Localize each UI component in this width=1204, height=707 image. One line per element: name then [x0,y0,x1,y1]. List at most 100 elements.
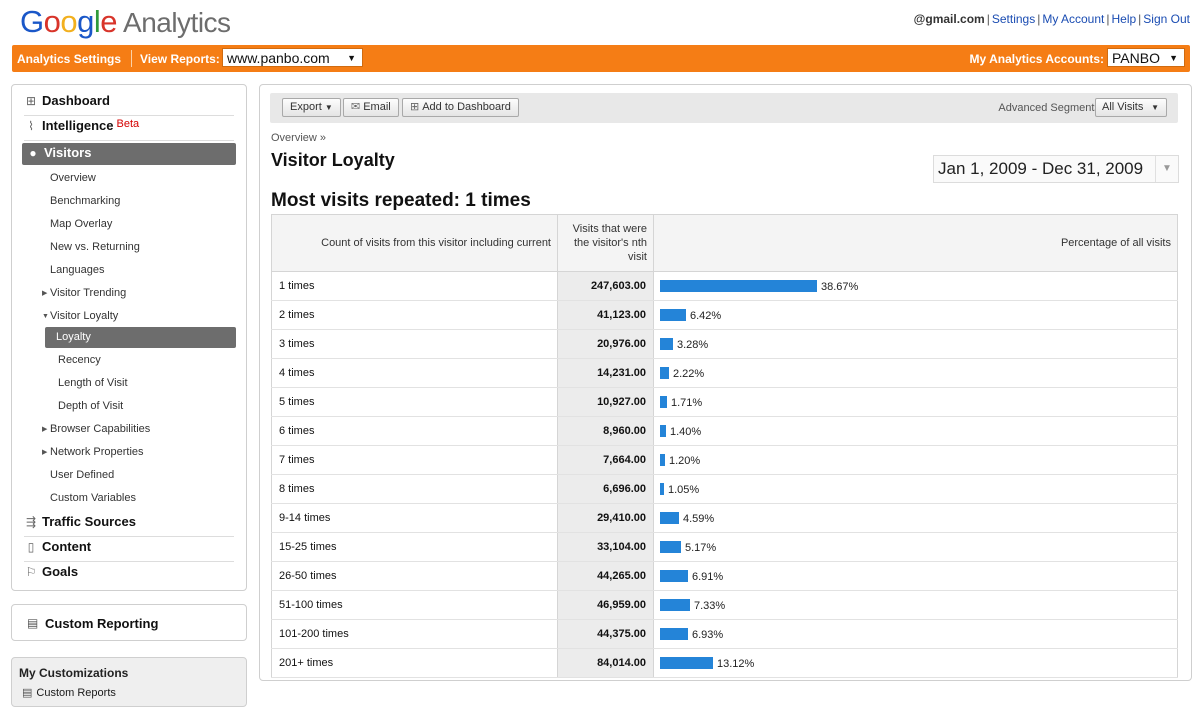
sidebar-item-languages[interactable]: Languages [50,264,105,276]
help-link[interactable]: Help [1111,12,1137,26]
sidebar-item-loyalty[interactable]: Loyalty [45,327,236,348]
collapse-arrow-icon: ▼ [42,313,49,320]
loyalty-table: Count of visits from this visitor includ… [271,214,1178,678]
sidebar-item-map-overlay[interactable]: Map Overlay [50,218,113,230]
date-range-value: Jan 1, 2009 - Dec 31, 2009 [938,159,1144,178]
row-percentage: 1.05% [653,474,1178,504]
sidebar-item-depth-of-visit[interactable]: Depth of Visit [58,400,124,412]
sidebar-item-visitor-loyalty[interactable]: ▼Visitor Loyalty [42,310,119,322]
row-percentage: 1.71% [653,387,1178,417]
chevron-down-icon: ▼ [1169,53,1178,63]
view-reports-label: View Reports: [140,52,220,66]
percentage-bar [660,656,713,669]
row-visits: 41,123.00 [557,300,654,330]
row-label: 15-25 times [271,532,558,562]
advanced-segments-select[interactable]: All Visits ▼ [1095,98,1167,117]
report-toolbar: Export ▼ ✉ Email ⊞ Add to Dashboard Advanc… [270,93,1178,123]
sign-out-link[interactable]: Sign Out [1143,12,1190,26]
google-logo-wordmark: Google [20,4,118,39]
column-header-count[interactable]: Count of visits from this visitor includ… [271,214,558,272]
sidebar-item-traffic-sources[interactable]: ⇶ Traffic Sources [24,514,234,537]
report-headline: Most visits repeated: 1 times [271,190,531,211]
expand-arrow-icon: ▶ [42,290,48,297]
row-percentage: 6.93% [653,619,1178,649]
sidebar-item-new-vs-returning[interactable]: New vs. Returning [50,241,140,253]
advanced-segments-label: Advanced Segments: [998,102,1103,114]
custom-reporting-box[interactable]: ▤ Custom Reporting [11,604,247,641]
percentage-value: 6.42% [690,309,722,322]
row-percentage: 13.12% [653,648,1178,678]
email-button[interactable]: ✉ Email [343,98,399,117]
percentage-value: 3.28% [677,338,709,351]
sidebar-item-visitors[interactable]: ● Visitors [22,143,236,165]
add-to-dashboard-button[interactable]: ⊞ Add to Dashboard [402,98,519,117]
table-row: 101-200 times 44,375.00 6.93% [271,619,1178,649]
sidebar-item-network-properties[interactable]: ▶ Network Properties [42,446,144,458]
row-label: 5 times [271,387,558,417]
sidebar-item-dashboard[interactable]: ⊞ Dashboard [24,93,234,116]
breadcrumb[interactable]: Overview » [271,132,327,144]
row-visits: 10,927.00 [557,387,654,417]
accounts-select[interactable]: PANBO ▼ [1107,48,1185,67]
percentage-bar [660,482,664,495]
my-customizations-box: My Customizations ▤ Custom Reports [11,657,247,707]
table-row: 4 times 14,231.00 2.22% [271,358,1178,388]
my-customizations-title: My Customizations [19,666,129,680]
sidebar-item-length-of-visit[interactable]: Length of Visit [58,377,128,389]
row-percentage: 1.20% [653,445,1178,475]
percentage-bar [660,337,673,350]
view-reports-select[interactable]: www.panbo.com ▼ [222,48,363,67]
google-analytics-logo[interactable]: Google Analytics [20,4,231,40]
sidebar-item-recency[interactable]: Recency [58,354,101,366]
percentage-bar [660,598,690,611]
dashboard-grid-icon: ⊞ [410,101,420,113]
row-percentage: 6.91% [653,561,1178,591]
chevron-down-icon: ▼ [324,103,333,112]
analytics-settings-link[interactable]: Analytics Settings [17,52,122,66]
row-visits: 29,410.00 [557,503,654,533]
report-icon: ▤ [27,616,39,630]
sidebar-item-overview[interactable]: Overview [50,172,96,184]
sidebar-item-intelligence[interactable]: ⌇ Intelligence Beta [24,118,234,141]
row-visits: 44,265.00 [557,561,654,591]
row-visits: 20,976.00 [557,329,654,359]
sidebar-item-goals[interactable]: ⚐ Goals [25,564,79,579]
percentage-value: 38.67% [821,280,859,293]
sidebar-item-benchmarking[interactable]: Benchmarking [50,195,121,207]
report-panel: Export ▼ ✉ Email ⊞ Add to Dashboard Advanc… [259,84,1192,681]
page-title: Visitor Loyalty [271,150,395,170]
column-header-visits[interactable]: Visits that were the visitor's nth visit [557,214,654,272]
table-row: 8 times 6,696.00 1.05% [271,474,1178,504]
sidebar-item-visitor-trending[interactable]: ▶ Visitor Trending [42,287,127,299]
row-visits: 84,014.00 [557,648,654,678]
person-icon: ● [29,146,37,160]
custom-reports-link[interactable]: ▤ Custom Reports [22,687,116,699]
settings-link[interactable]: Settings [991,12,1036,26]
flag-icon: ⚐ [25,565,37,579]
column-header-percentage[interactable]: Percentage of all visits [653,214,1178,272]
sidebar-item-user-defined[interactable]: User Defined [50,469,115,481]
percentage-value: 7.33% [694,599,726,612]
row-percentage: 3.28% [653,329,1178,359]
table-body: 1 times 247,603.00 38.67% 2 times 41,123.00 6… [271,271,1178,678]
percentage-value: 13.12% [717,657,755,670]
row-label: 201+ times [271,648,558,678]
row-visits: 247,603.00 [557,271,654,301]
bar-divider [131,50,132,67]
chevron-down-icon: ▼ [1151,103,1159,112]
row-label: 8 times [271,474,558,504]
export-button[interactable]: Export ▼ [282,98,341,117]
sidebar-item-custom-variables[interactable]: Custom Variables [50,492,136,504]
table-row: 5 times 10,927.00 1.71% [271,387,1178,417]
row-label: 2 times [271,300,558,330]
sidebar-item-browser-capabilities[interactable]: ▶ Browser Capabilities [42,423,151,435]
sidebar-item-content[interactable]: ▯ Content [24,539,234,562]
table-row: 51-100 times 46,959.00 7.33% [271,590,1178,620]
table-row: 9-14 times 29,410.00 4.59% [271,503,1178,533]
percentage-bar [660,279,817,292]
date-range-picker[interactable]: Jan 1, 2009 - Dec 31, 2009 ▼ [933,155,1179,183]
table-row: 201+ times 84,014.00 13.12% [271,648,1178,678]
my-account-link[interactable]: My Account [1042,12,1105,26]
row-label: 101-200 times [271,619,558,649]
header: Google Analytics @gmail.com | Settings | My A… [0,0,1204,44]
